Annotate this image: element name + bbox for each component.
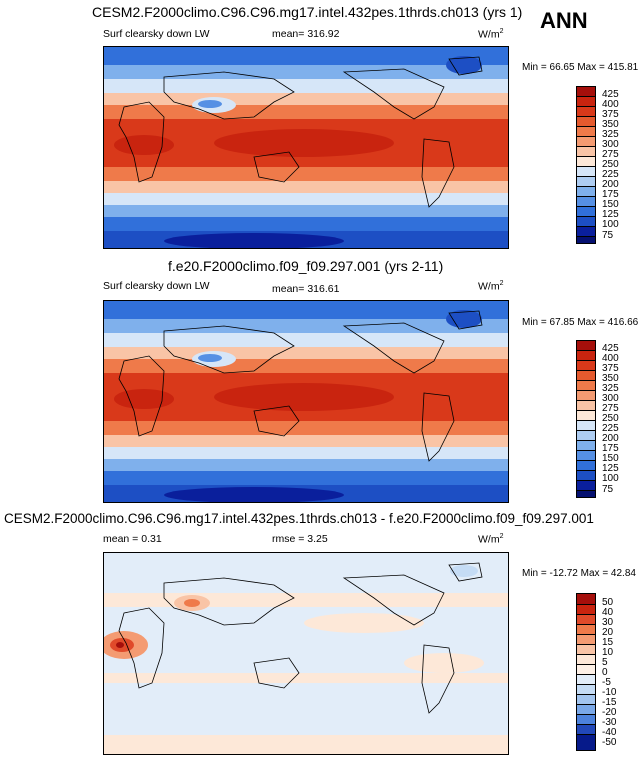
colorbar-tick: 350	[602, 119, 619, 130]
colorbar-tick: 30	[602, 617, 614, 628]
panel3-map-field	[104, 553, 508, 754]
colorbar-tick: 175	[602, 443, 619, 454]
colorbar-tick: 325	[602, 383, 619, 394]
panel1-title: CESM2.F2000climo.C96.C96.mg17.intel.432p…	[92, 4, 523, 20]
colorbar-tick: 20	[602, 627, 614, 638]
colorbar-tick: 325	[602, 129, 619, 140]
panel1-map-field	[104, 47, 508, 248]
colorbar-tick: -15	[602, 697, 617, 708]
panel2-map	[103, 300, 509, 503]
panel3-rmse-label: rmse = 3.25	[272, 533, 328, 545]
colorbar-tick: 150	[602, 453, 619, 464]
colorbar-tick: 275	[602, 403, 619, 414]
colorbar-tick: 10	[602, 647, 614, 658]
colorbar-tick: 425	[602, 343, 619, 354]
colorbar-tick: -10	[602, 687, 617, 698]
colorbar-tick: 300	[602, 139, 619, 150]
colorbar-tick: 400	[602, 353, 619, 364]
colorbar-tick: -20	[602, 707, 617, 718]
panel1-mean-label: mean= 316.92	[272, 28, 340, 40]
panel2-minmax: Min = 67.85 Max = 416.66	[522, 317, 639, 328]
panel1-colorbar	[576, 86, 596, 244]
panel1-units: W/m2	[478, 28, 504, 41]
colorbar-tick: 250	[602, 413, 619, 424]
colorbar-tick: 0	[602, 667, 608, 678]
panel1-variable-label: Surf clearsky down LW	[103, 28, 210, 40]
panel3-map	[103, 552, 509, 755]
colorbar-tick: 400	[602, 99, 619, 110]
colorbar-tick: 75	[602, 484, 614, 495]
panel3-minmax: Min = -12.72 Max = 42.84	[522, 568, 636, 579]
colorbar-tick: 250	[602, 159, 619, 170]
panel2-colorbar	[576, 340, 596, 498]
colorbar-tick: 425	[602, 89, 619, 100]
colorbar-tick: 300	[602, 393, 619, 404]
colorbar-tick: 175	[602, 189, 619, 200]
colorbar-tick: -5	[602, 677, 611, 688]
colorbar-tick: 150	[602, 199, 619, 210]
colorbar-tick: 50	[602, 597, 614, 608]
panel1-map	[103, 46, 509, 249]
panel2-units: W/m2	[478, 280, 504, 293]
colorbar-tick: 350	[602, 373, 619, 384]
colorbar-tick: 125	[602, 209, 619, 220]
colorbar-tick: -50	[602, 737, 617, 748]
colorbar-tick: 200	[602, 179, 619, 190]
colorbar-tick: -30	[602, 717, 617, 728]
season-label: ANN	[540, 8, 588, 33]
panel2-title: f.e20.F2000climo.f09_f09.297.001 (yrs 2-…	[168, 258, 444, 274]
colorbar-tick: 200	[602, 433, 619, 444]
panel3-colorbar	[576, 593, 596, 751]
panel3-units: W/m2	[478, 533, 504, 546]
panel2-variable-label: Surf clearsky down LW	[103, 280, 210, 292]
colorbar-tick: 375	[602, 109, 619, 120]
colorbar-tick: 275	[602, 149, 619, 160]
panel2-map-field	[104, 301, 508, 502]
colorbar-tick: 225	[602, 423, 619, 434]
panel3-mean-label: mean = 0.31	[103, 533, 162, 545]
panel1-minmax: Min = 66.65 Max = 415.81	[522, 62, 639, 73]
colorbar-tick: 100	[602, 219, 619, 230]
colorbar-tick: 15	[602, 637, 614, 648]
colorbar-tick: 100	[602, 473, 619, 484]
colorbar-tick: -40	[602, 727, 617, 738]
panel2-mean-label: mean= 316.61	[272, 283, 340, 295]
colorbar-tick: 375	[602, 363, 619, 374]
colorbar-tick: 75	[602, 230, 614, 241]
colorbar-tick: 5	[602, 657, 608, 668]
colorbar-tick: 40	[602, 607, 614, 618]
colorbar-tick: 125	[602, 463, 619, 474]
panel3-title: CESM2.F2000climo.C96.C96.mg17.intel.432p…	[4, 511, 594, 526]
colorbar-tick: 225	[602, 169, 619, 180]
